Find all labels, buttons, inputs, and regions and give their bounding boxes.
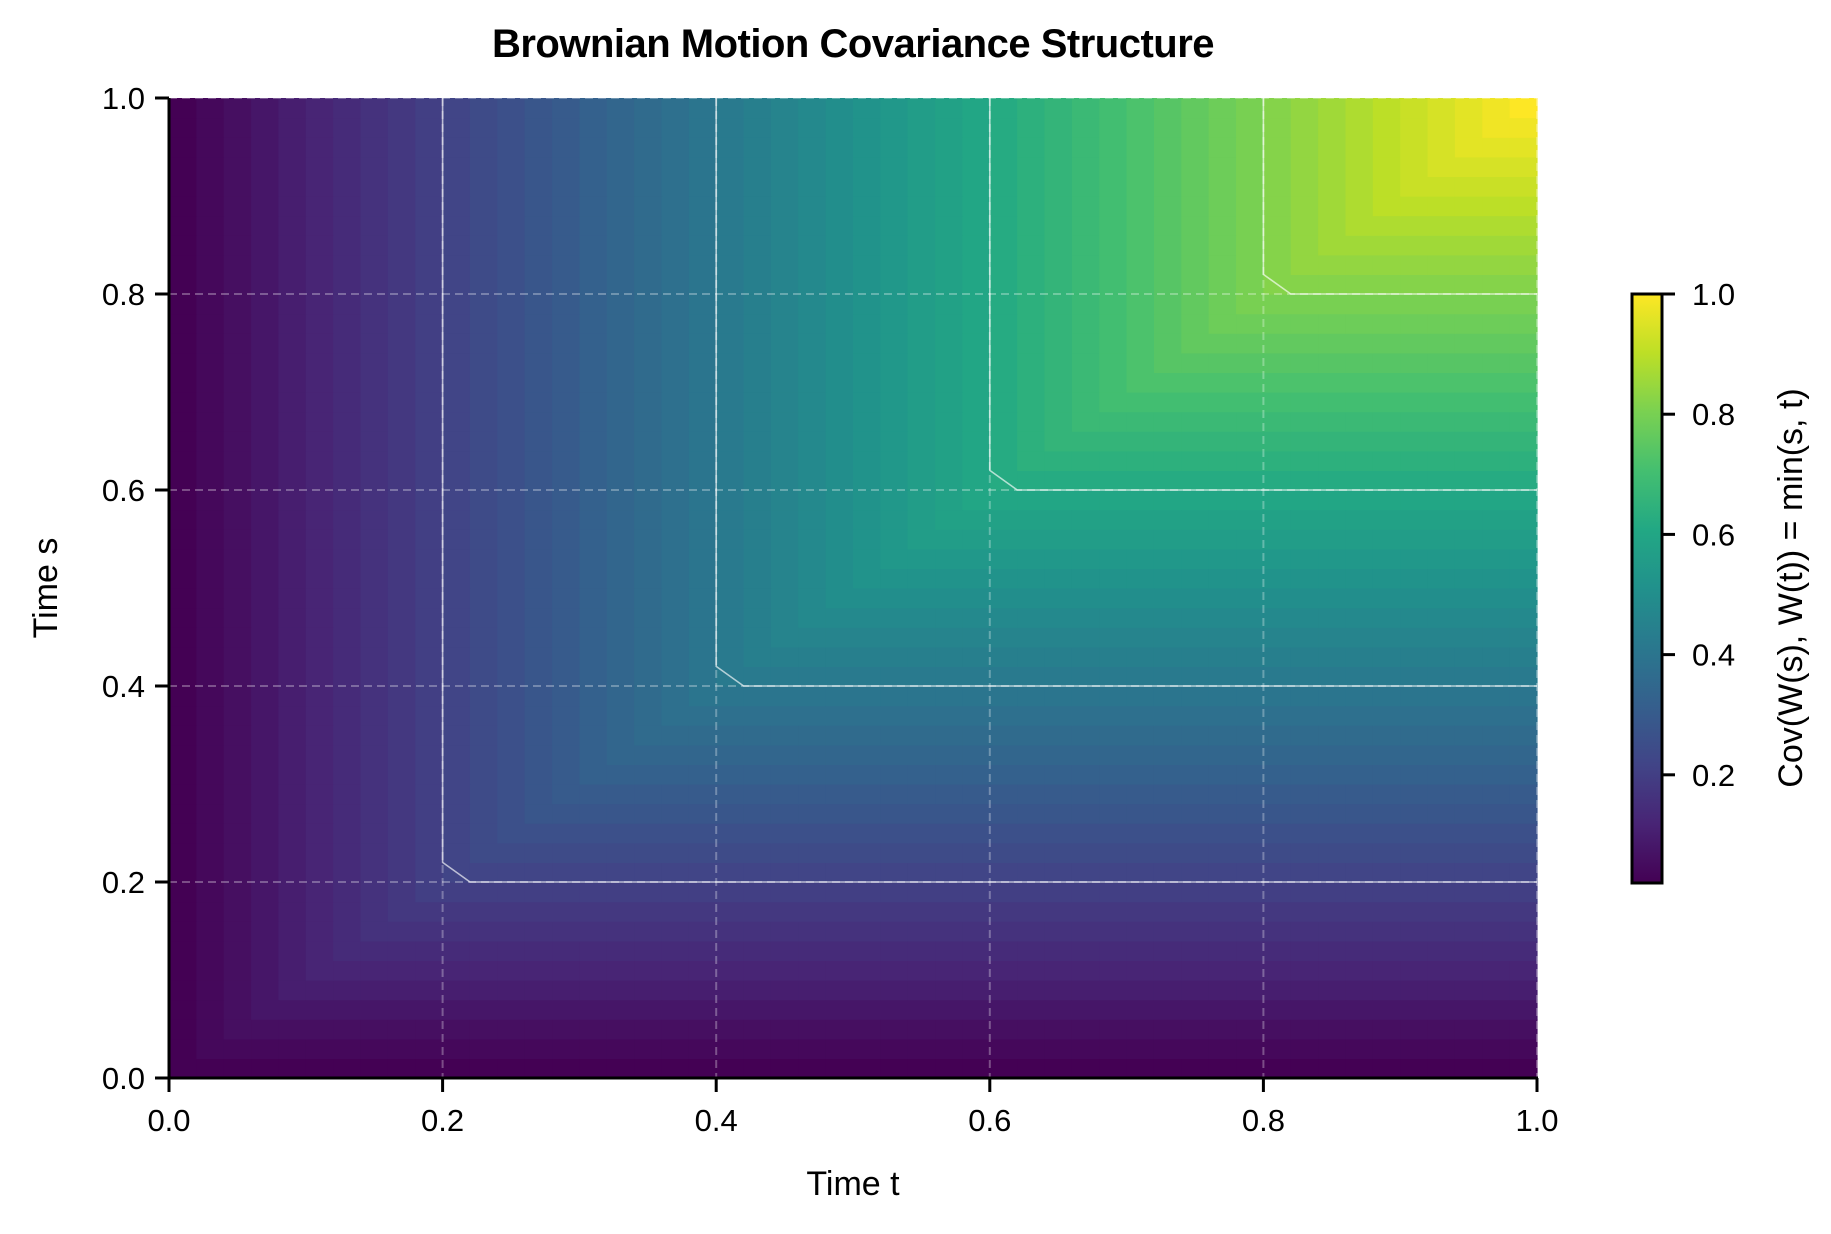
- y-tick-label: 0.6: [102, 473, 145, 508]
- contour-lines: [441, 98, 1537, 883]
- colorbar-tick-label: 0.6: [1692, 517, 1735, 552]
- colorbar-label: Cov(W(s), W(t)) = min(s, t): [1772, 388, 1810, 787]
- x-tick-label: 0.4: [695, 1103, 738, 1138]
- contour-line: [441, 98, 1537, 883]
- colorbar-tick-label: 1.0: [1692, 277, 1735, 312]
- colorbar-ticks: 0.2 0.4 0.6 0.8 1.0: [1662, 277, 1735, 793]
- x-tick-label: 0.6: [968, 1103, 1011, 1138]
- x-tick-label: 0.8: [1242, 1103, 1285, 1138]
- colorbar-gradient: [1630, 292, 1664, 885]
- contour-line: [715, 98, 1537, 687]
- x-axis-label: Time t: [806, 1165, 900, 1203]
- colorbar-tick-label: 0.4: [1692, 638, 1735, 673]
- x-tick-label: 0.2: [421, 1103, 464, 1138]
- x-tick-label: 1.0: [1515, 1103, 1558, 1138]
- y-tick-label: 0.0: [102, 1061, 145, 1096]
- y-tick-label: 0.2: [102, 865, 145, 900]
- contour-line: [1262, 98, 1537, 295]
- axes: [167, 98, 1538, 1080]
- y-tick-label: 1.0: [102, 81, 145, 116]
- chart-title: Brownian Motion Covariance Structure: [491, 22, 1215, 66]
- heatmap-cells: [169, 98, 1538, 1079]
- y-tick-label: 0.4: [102, 669, 145, 704]
- x-axis-ticks: 0.0 0.2 0.4 0.6 0.8 1.0: [147, 1078, 1559, 1138]
- y-axis-ticks: 0.0 0.2 0.4 0.6 0.8 1.0: [102, 81, 169, 1096]
- contour-line: [988, 98, 1537, 491]
- colorbar-tick-label: 0.8: [1692, 397, 1735, 432]
- y-tick-label: 0.8: [102, 277, 145, 312]
- colorbar-tick-label: 0.2: [1692, 758, 1735, 793]
- colorbar: 0.2 0.4 0.6 0.8 1.0 Cov(W(s), W(t)) = min(s,…: [1630, 277, 1810, 885]
- y-axis-label: Time s: [27, 538, 65, 639]
- x-tick-label: 0.0: [147, 1103, 190, 1138]
